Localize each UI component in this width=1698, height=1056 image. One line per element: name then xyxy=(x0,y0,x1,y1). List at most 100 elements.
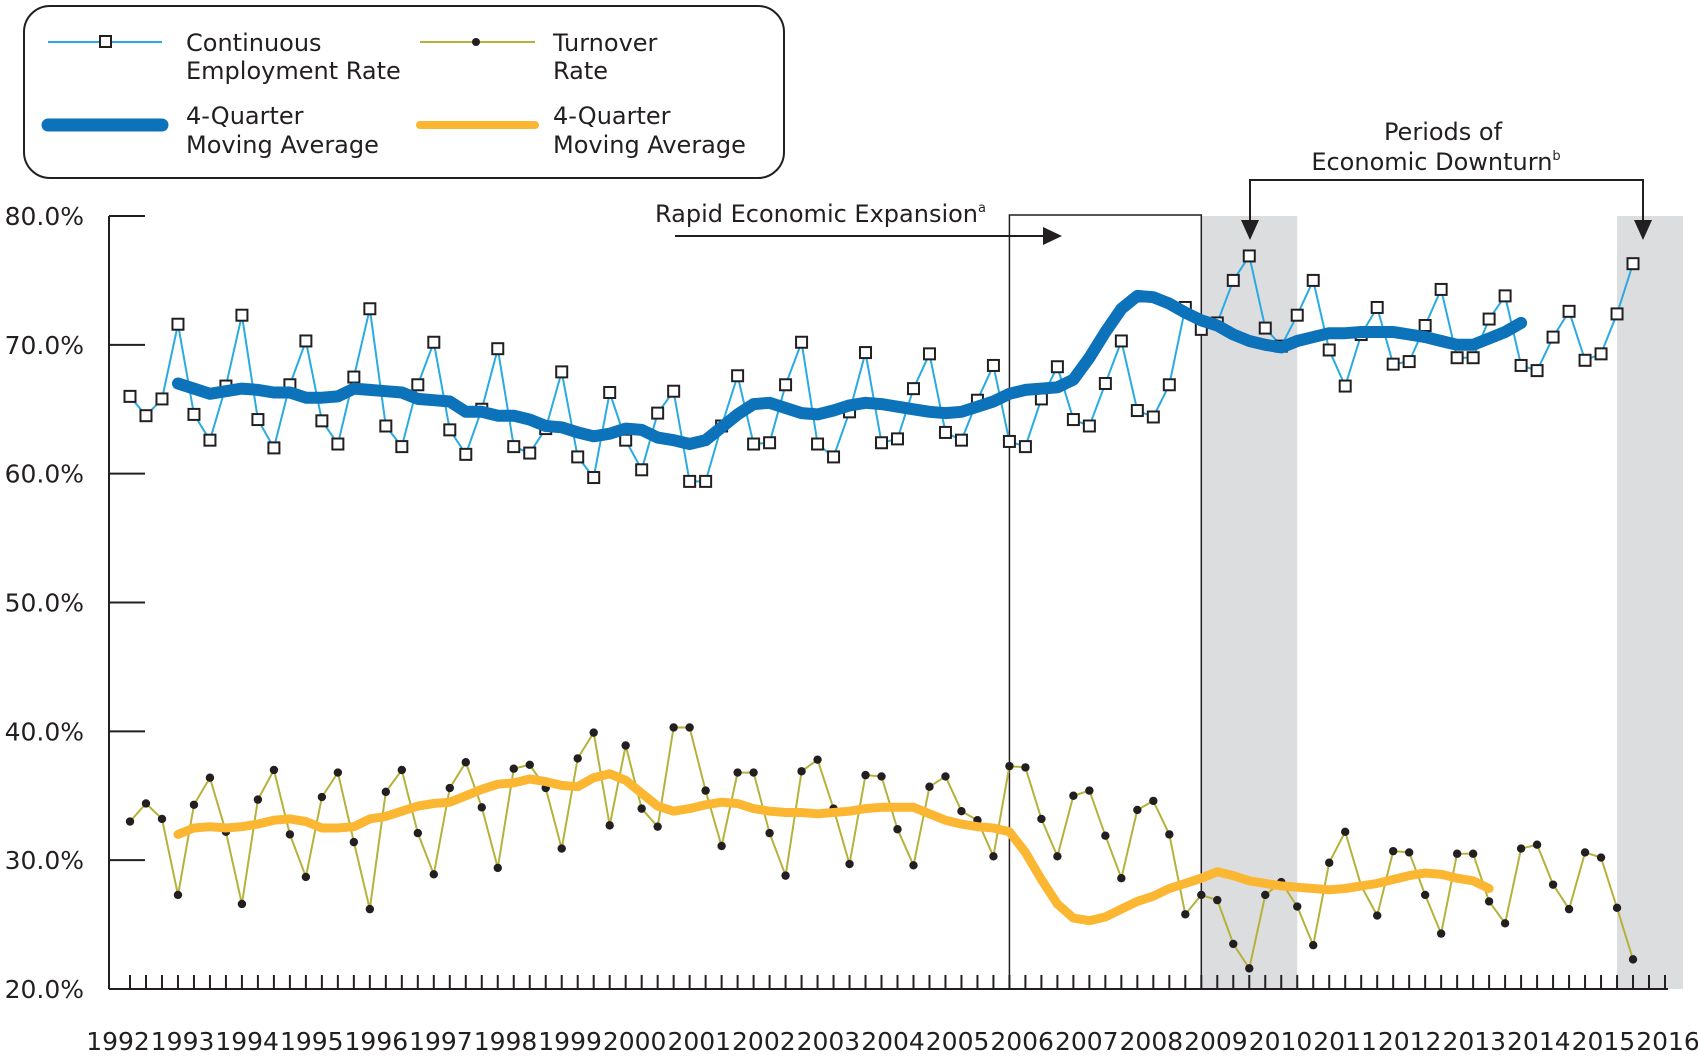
x-axis-ticks xyxy=(129,975,1666,989)
turnover-rate-point xyxy=(189,800,199,809)
turnover-rate-point xyxy=(317,792,327,802)
turnover-rate-point xyxy=(333,768,343,777)
turnover-rate-point xyxy=(781,871,790,880)
x-tick-label-2009: 2009 xyxy=(1184,1027,1248,1056)
turnover-rate-point xyxy=(125,817,135,826)
continuous-rate-point xyxy=(859,346,873,360)
continuous-rate-point xyxy=(1066,413,1080,427)
series-turnover xyxy=(125,723,1638,973)
turnover-rate-point xyxy=(813,755,822,764)
expansion-footnote-mark: a xyxy=(978,201,986,216)
downturn-arrowhead-right xyxy=(1634,220,1652,240)
turnover-rate-point xyxy=(397,765,407,775)
series-continuous xyxy=(123,249,1640,488)
legend-label-turnover-line1: Turnover xyxy=(552,29,658,57)
continuous-rate-point xyxy=(1226,273,1240,287)
legend: Continuous Employment Rate 4-Quarter Mov… xyxy=(23,5,785,179)
turnover-rate-point xyxy=(141,799,151,808)
downturn-band-2 xyxy=(1617,216,1683,989)
y-tick-label-70: 70.0% xyxy=(5,331,84,360)
continuous-rate-point xyxy=(731,369,745,383)
turnover-rate-point xyxy=(1005,761,1014,771)
x-tick-label-2001: 2001 xyxy=(667,1027,731,1056)
x-tick-label-2005: 2005 xyxy=(926,1027,990,1056)
turnover-rate-point xyxy=(493,863,502,873)
turnover-rate-point xyxy=(989,852,998,861)
turnover-rate-point xyxy=(861,770,870,780)
x-tick-label-2006: 2006 xyxy=(990,1027,1054,1056)
x-tick-label-1993: 1993 xyxy=(151,1027,215,1056)
continuous-rate-point xyxy=(1530,364,1544,378)
y-tick-label-50: 50.0% xyxy=(5,589,84,618)
continuous-rate-point xyxy=(1418,319,1432,333)
x-tick-label-2012: 2012 xyxy=(1378,1027,1442,1056)
x-tick-label-2003: 2003 xyxy=(797,1027,861,1056)
continuous-rate-point xyxy=(954,433,968,447)
continuous-rate-point xyxy=(651,406,665,420)
turnover-rate-point xyxy=(669,723,678,732)
continuous-rate-point xyxy=(1130,404,1144,418)
continuous-rate-point xyxy=(523,446,537,460)
turnover-rate-point xyxy=(429,870,439,879)
turnover-rate-point xyxy=(701,786,710,795)
continuous-rate-point xyxy=(555,365,569,379)
continuous-rate-point xyxy=(587,471,601,485)
turnover-rate-point xyxy=(1388,846,1398,856)
turnover-rate-point xyxy=(1325,858,1334,867)
continuous-rate-point xyxy=(1162,378,1176,392)
legend-label-continuous-line2: Employment Rate xyxy=(186,57,401,85)
turnover-rate-point xyxy=(685,723,694,732)
turnover-rate-point xyxy=(1564,904,1574,914)
turnover-rate-point xyxy=(477,803,486,812)
continuous-rate-point xyxy=(795,335,809,349)
x-tick-label-2007: 2007 xyxy=(1055,1027,1119,1056)
x-tick-label-1998: 1998 xyxy=(474,1027,538,1056)
continuous-rate-point xyxy=(315,414,329,428)
turnover-rate-point xyxy=(1532,840,1542,849)
turnover-rate-point xyxy=(1372,911,1382,920)
continuous-rate-point xyxy=(331,437,345,451)
turnover-rate-point xyxy=(237,899,247,909)
y-tick-label-20: 20.0% xyxy=(5,975,84,1004)
x-tick-label-2008: 2008 xyxy=(1120,1027,1184,1056)
continuous-rate-point xyxy=(683,474,697,488)
turnover-rate-point xyxy=(1021,763,1030,772)
turnover-rate-point xyxy=(717,841,726,851)
turnover-moving-average-line xyxy=(173,769,1494,926)
downturn-label-line2: Economic Downturnb xyxy=(1311,148,1560,176)
continuous-rate-point xyxy=(1610,307,1624,321)
continuous-rate-point xyxy=(1258,321,1272,335)
continuous-rate-point xyxy=(1514,358,1528,372)
turnover-rate-point xyxy=(1404,848,1414,857)
continuous-rate-point xyxy=(123,389,137,403)
turnover-rate-point xyxy=(1309,940,1318,950)
turnover-rate-point xyxy=(1612,903,1622,913)
legend-label-turnover-line2: Rate xyxy=(553,57,608,85)
expansion-arrowhead xyxy=(1043,227,1062,245)
turnover-rate-point xyxy=(893,825,902,834)
turnover-rate-point xyxy=(637,804,646,813)
continuous-rate-point xyxy=(827,450,841,464)
continuous-rate-point xyxy=(1018,440,1032,454)
turnover-rate-point xyxy=(1293,902,1302,911)
legend-label-continuous-line1: Continuous xyxy=(186,29,322,57)
turnover-rate-point xyxy=(461,758,470,767)
turnover-rate-point xyxy=(1452,849,1462,858)
x-axis-labels: 1992 1993 1994 1995 1996 1997 1998 1999 2000 2001… xyxy=(86,1027,1698,1056)
continuous-rate-point xyxy=(763,436,777,450)
legend-label-continuous-ma-line2: Moving Average xyxy=(186,131,379,159)
continuous-rate-point xyxy=(1370,300,1384,314)
turnover-rate-point xyxy=(557,844,566,853)
continuous-rate-point xyxy=(1002,434,1016,448)
turnover-rate-point xyxy=(605,821,614,830)
turnover-rate-point xyxy=(1628,955,1638,964)
continuous-moving-average-line xyxy=(172,289,1528,450)
continuous-rate-point xyxy=(363,302,377,316)
x-tick-label-1996: 1996 xyxy=(345,1027,409,1056)
turnover-rate-point xyxy=(797,767,806,776)
turnover-rate-point xyxy=(1484,897,1494,906)
turnover-rate-point xyxy=(1500,919,1510,928)
legend-item-continuous-ma: 4-Quarter Moving Average xyxy=(41,102,379,159)
continuous-rate-point xyxy=(459,447,473,461)
legend-label-turnover-ma-line2: Moving Average xyxy=(553,131,746,159)
